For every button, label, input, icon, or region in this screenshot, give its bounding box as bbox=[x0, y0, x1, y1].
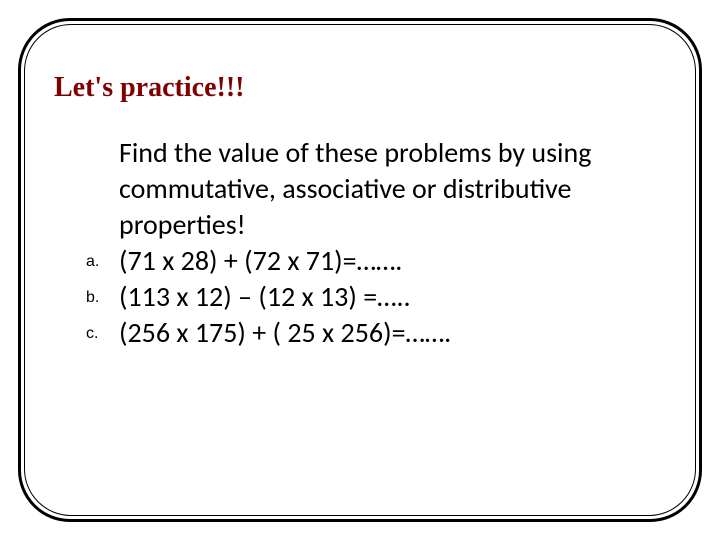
slide: Let's practice!!! Find the value of thes… bbox=[0, 0, 720, 540]
problem-text: (71 x 28) + (72 x 71)=……. bbox=[119, 243, 402, 278]
problem-text: (113 x 12) – (12 x 13) =….. bbox=[119, 279, 411, 314]
list-marker: c. bbox=[86, 325, 98, 343]
slide-title: Let's practice!!! bbox=[54, 72, 244, 104]
list-marker: b. bbox=[86, 289, 99, 307]
list-marker: a. bbox=[86, 253, 99, 271]
instruction-text: Find the value of these problems by usin… bbox=[119, 135, 649, 243]
problem-text: (256 x 175) + ( 25 x 256)=……. bbox=[119, 315, 451, 350]
